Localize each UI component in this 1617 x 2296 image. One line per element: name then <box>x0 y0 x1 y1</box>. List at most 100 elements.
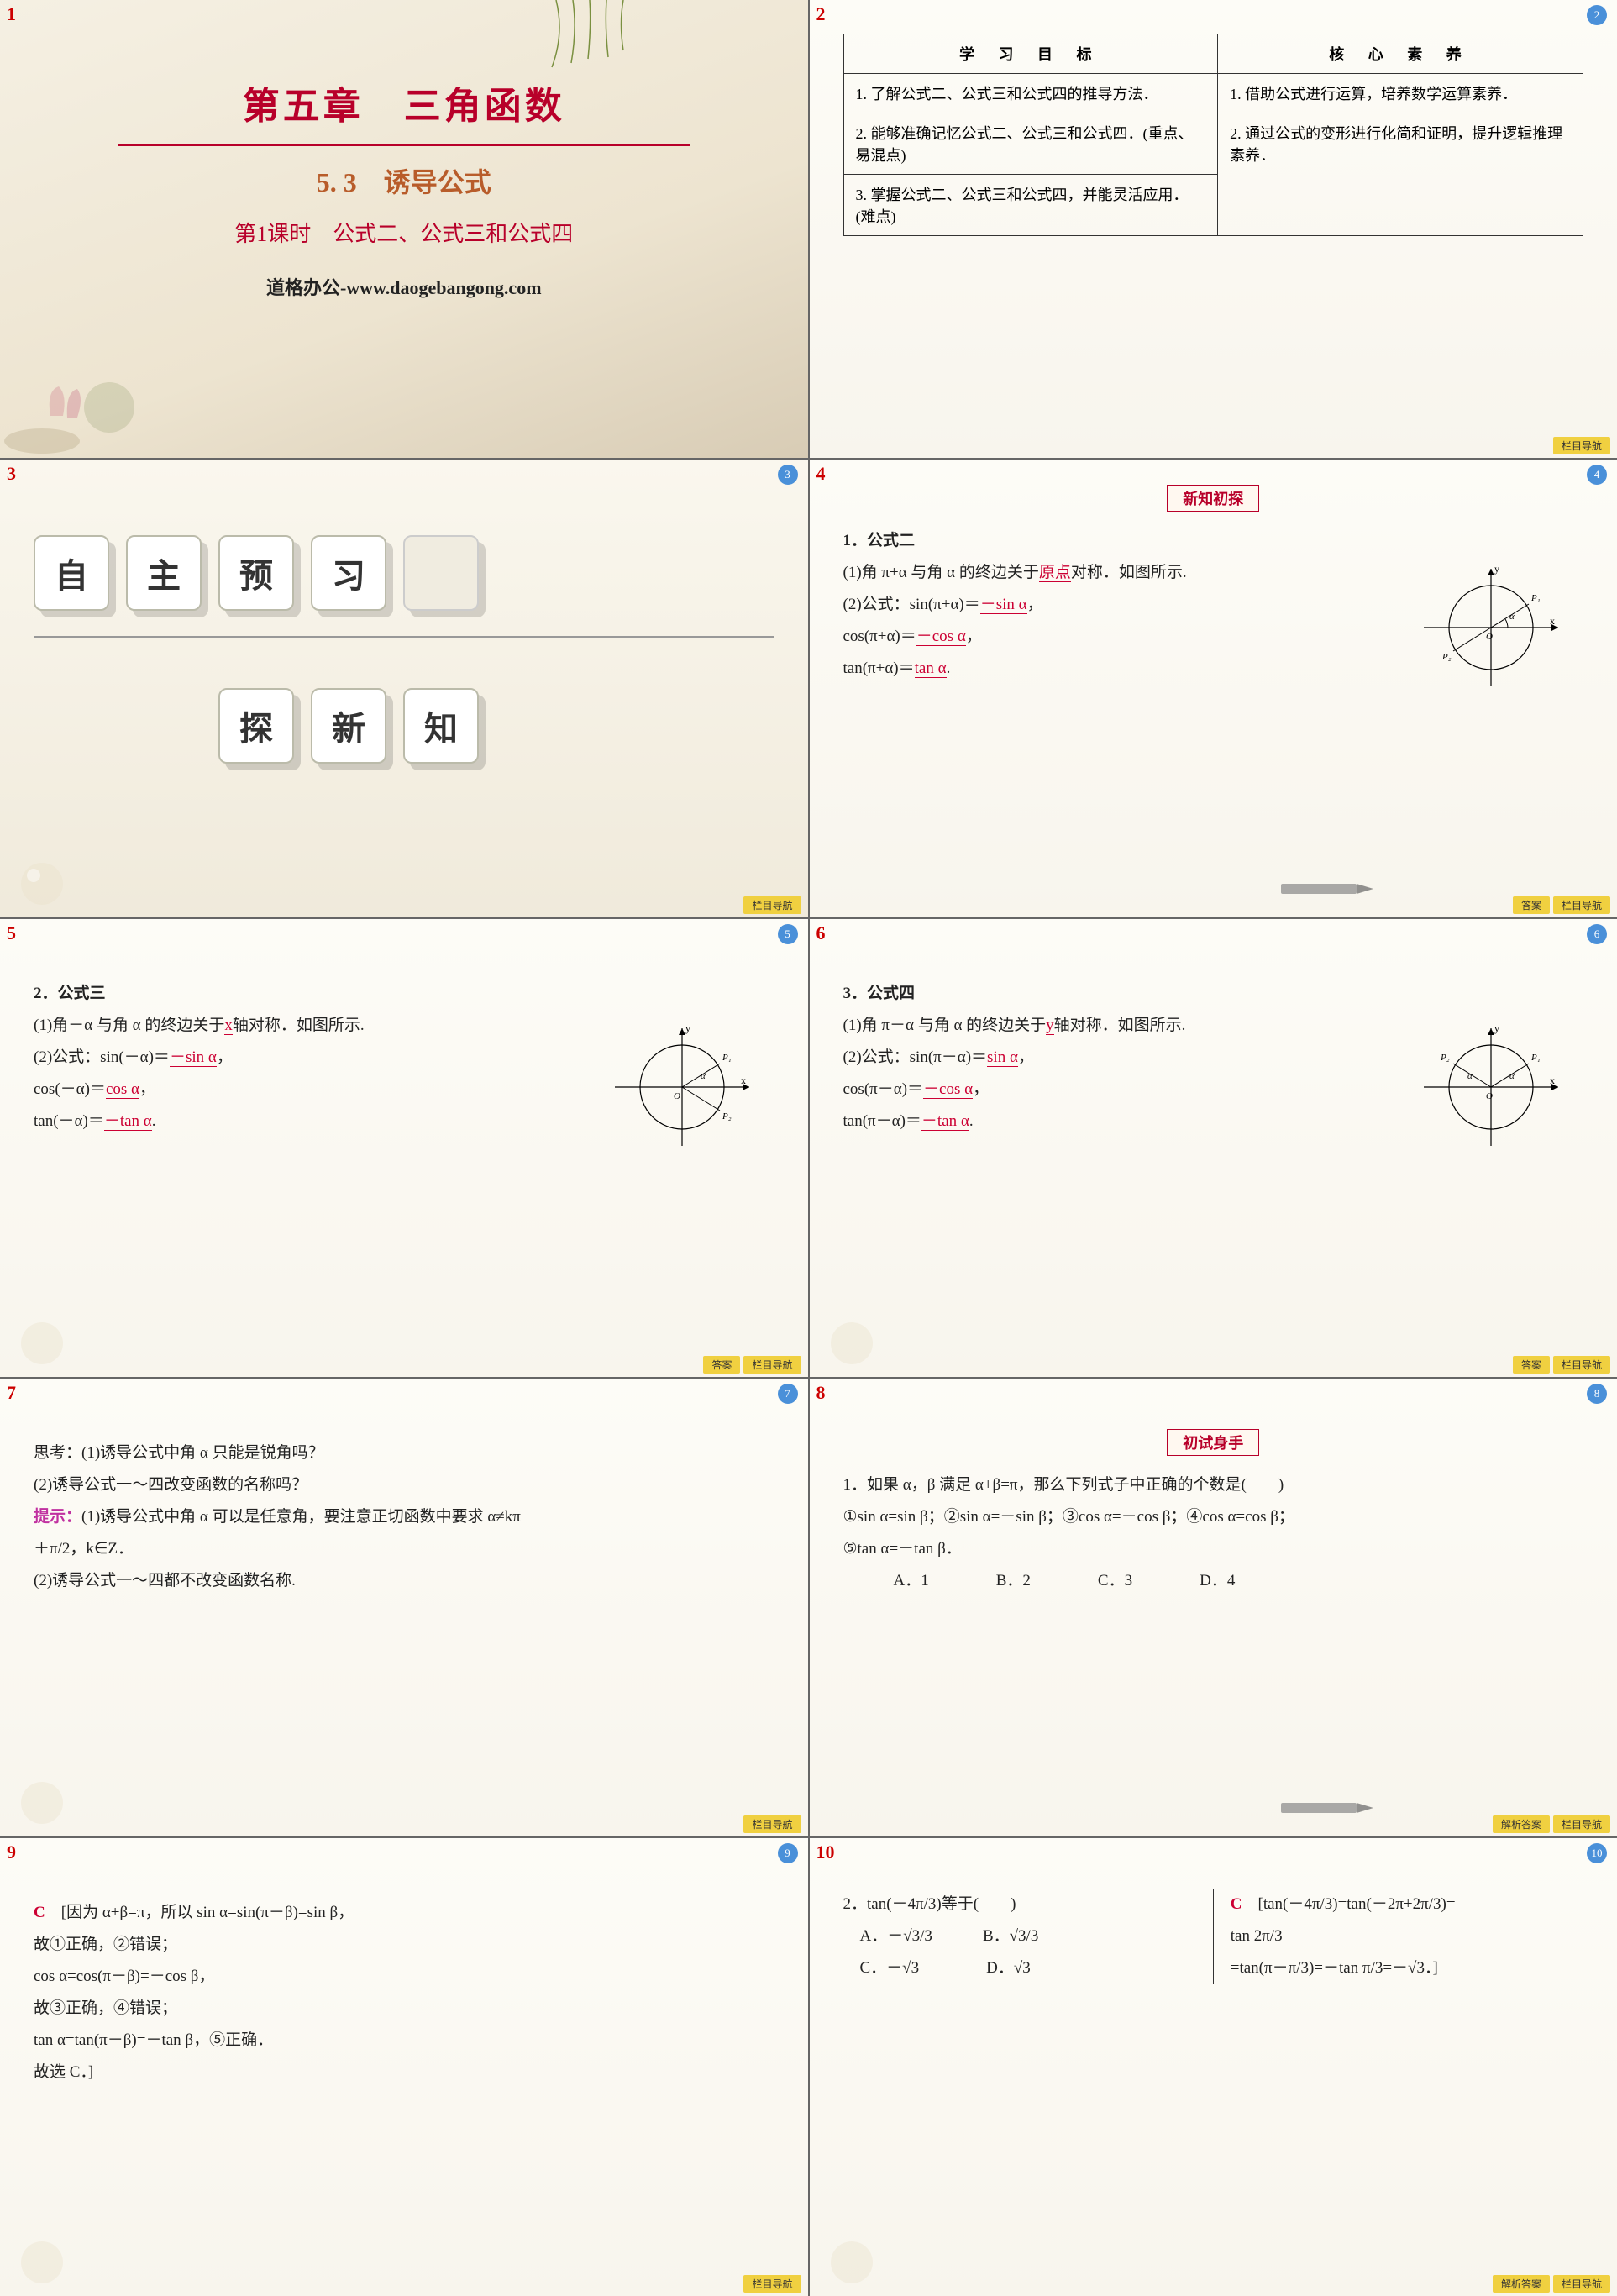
tile-char: 知 <box>403 688 479 764</box>
pencil-decoration-icon <box>1264 867 1382 909</box>
nav-tag[interactable]: 栏目导航 <box>1553 896 1610 914</box>
svg-text:O: O <box>1486 632 1493 642</box>
svg-text:α: α <box>1509 612 1515 622</box>
page-badge: 10 <box>1587 1843 1607 1863</box>
slide-number: 4 <box>816 463 826 485</box>
slide-5-formula3: 5 5 2．公式三 (1)角－α 与角 α 的终边关于x轴对称．如图所示. (2… <box>0 919 808 1377</box>
question-text: ⑤tan α=－tan β． <box>843 1533 1584 1565</box>
text: (2)公式：sin(π－α)＝ <box>843 1048 988 1066</box>
option-b: B．√3/3 <box>983 1920 1038 1952</box>
content-body: 1．如果 α，β 满足 α+β=π，那么下列式子中正确的个数是( ) ①sin … <box>843 1469 1584 1597</box>
answer-tag[interactable]: 答案 <box>1513 1356 1550 1374</box>
lesson-title: 第1课时 公式二、公式三和公式四 <box>34 217 774 248</box>
section-title: 5. 3 诱导公式 <box>34 161 774 200</box>
th-objectives: 学 习 目 标 <box>843 34 1218 74</box>
option-c: C．－√3 <box>860 1952 920 1984</box>
cell: 1. 借助公式进行运算，培养数学运算素养． <box>1218 74 1583 113</box>
svg-text:y: y <box>1494 1022 1499 1034</box>
nav-tag[interactable]: 栏目导航 <box>1553 1815 1610 1833</box>
svg-text:P₁: P₁ <box>1530 593 1541 603</box>
heading: 3．公式四 <box>843 978 1584 1010</box>
content-body: 思考：(1)诱导公式中角 α 只能是锐角吗？ (2)诱导公式一～四改变函数的名称… <box>34 1437 774 1597</box>
nav-tag[interactable]: 栏目导航 <box>1553 437 1610 454</box>
text: 故选 C．] <box>34 2057 774 2088</box>
text: ， <box>973 1080 989 1098</box>
th-literacy: 核 心 素 养 <box>1218 34 1583 74</box>
answer-blank: －sin α <box>980 596 1027 614</box>
willow-decoration-icon <box>539 0 640 76</box>
slide-6-formula4: 6 6 3．公式四 (1)角 π－α 与角 α 的终边关于y轴对称．如图所示. … <box>810 919 1617 1377</box>
text: ＋π/2，k∈Z． <box>34 1533 774 1565</box>
nav-tag[interactable]: 栏目导航 <box>1553 2275 1610 2293</box>
solution-tag[interactable]: 解析答案 <box>1493 2275 1550 2293</box>
svg-text:x: x <box>1550 1074 1555 1086</box>
tile-char: 新 <box>311 688 386 764</box>
svg-text:P₂: P₂ <box>722 1111 732 1122</box>
text: 故①正确，②错误； <box>34 1929 774 1961</box>
divider <box>118 144 690 146</box>
slide-8-exercise1: 8 8 初试身手 1．如果 α，β 满足 α+β=π，那么下列式子中正确的个数是… <box>810 1379 1617 1836</box>
unit-circle-diagram: x y O P₁ P₂ α α <box>1415 1020 1567 1154</box>
divider <box>34 636 774 638</box>
svg-text:x: x <box>1550 615 1555 627</box>
section-banner: 初试身手 <box>1167 1429 1259 1456</box>
text: 思考：(1)诱导公式中角 α 只能是锐角吗？ <box>34 1437 774 1469</box>
cell: 1. 了解公式二、公式三和公式四的推导方法． <box>843 74 1218 113</box>
svg-text:P₂: P₂ <box>1440 1053 1450 1063</box>
nav-tag[interactable]: 栏目导航 <box>743 2275 801 2293</box>
slide-1-title: 1 第五章 三角函数 5. 3 诱导公式 第1课时 公式二、公式三和公式四 道格… <box>0 0 808 458</box>
svg-text:α: α <box>701 1071 706 1081</box>
tile-char: 预 <box>218 535 294 611</box>
text: 故③正确，④错误； <box>34 1993 774 2025</box>
objectives-table: 学 习 目 标 核 心 素 养 1. 了解公式二、公式三和公式四的推导方法． 1… <box>843 34 1584 236</box>
answer-blank: tan α <box>915 659 947 678</box>
slide-number: 10 <box>816 1842 835 1863</box>
text: . <box>947 659 951 677</box>
page-badge: 3 <box>778 465 798 485</box>
text: cos(－α)＝ <box>34 1080 106 1098</box>
tile-empty <box>403 535 479 611</box>
text: 轴对称．如图所示. <box>1054 1017 1186 1034</box>
text: 轴对称．如图所示. <box>233 1017 365 1034</box>
nav-tag[interactable]: 栏目导航 <box>1553 1356 1610 1374</box>
unit-circle-diagram: x y O P₁ P₂ α <box>1415 560 1567 695</box>
text: tan(π+α)＝ <box>843 659 915 677</box>
page-badge: 8 <box>1587 1384 1607 1404</box>
cell: 2. 通过公式的变形进行化简和证明，提升逻辑推理素养． <box>1218 113 1583 236</box>
text: tan 2π/3 <box>1231 1920 1583 1952</box>
lotus-decoration-icon <box>0 349 151 458</box>
answer-tag[interactable]: 答案 <box>1513 896 1550 914</box>
heading: 2．公式三 <box>34 978 774 1010</box>
answer-tag[interactable]: 答案 <box>703 1356 740 1374</box>
nav-tag[interactable]: 栏目导航 <box>743 896 801 914</box>
nav-tag[interactable]: 栏目导航 <box>743 1815 801 1833</box>
cell: 2. 能够准确记忆公式二、公式三和公式四．(重点、易混点) <box>843 113 1218 175</box>
flower-decoration-icon <box>810 1285 936 1377</box>
nav-tag[interactable]: 栏目导航 <box>743 1356 801 1374</box>
option-d: D．4 <box>1200 1565 1235 1597</box>
svg-text:P₁: P₁ <box>722 1053 732 1063</box>
answer-blank: 原点 <box>1039 564 1071 582</box>
svg-text:α: α <box>1467 1071 1473 1081</box>
slide-number: 7 <box>7 1382 16 1404</box>
page-badge: 7 <box>778 1384 798 1404</box>
svg-text:O: O <box>1486 1091 1493 1101</box>
slide-3-preview: 3 3 自 主 预 习 探 新 知 栏目导航 <box>0 460 808 917</box>
text: ， <box>139 1080 155 1098</box>
flower-decoration-icon <box>0 2204 126 2296</box>
solution-column: C [tan(－4π/3)=tan(－2π+2π/3)= tan 2π/3 =t… <box>1213 1889 1583 1984</box>
flower-decoration-icon <box>0 1285 126 1377</box>
page-badge: 2 <box>1587 5 1607 25</box>
solution-tag[interactable]: 解析答案 <box>1493 1815 1550 1833</box>
text: ， <box>1027 596 1043 613</box>
answer-blank: y <box>1046 1017 1054 1035</box>
flower-decoration-icon <box>810 2204 936 2296</box>
text: (1)角 π－α 与角 α 的终边关于 <box>843 1017 1047 1034</box>
text: (2)诱导公式一～四改变函数的名称吗？ <box>34 1469 774 1501</box>
answer-blank: －sin α <box>170 1048 217 1067</box>
slide-number: 9 <box>7 1842 16 1863</box>
svg-text:α: α <box>1509 1071 1515 1081</box>
answer-blank: sin α <box>987 1048 1018 1067</box>
option-b: B．2 <box>996 1565 1031 1597</box>
flower-decoration-icon <box>0 1744 126 1836</box>
